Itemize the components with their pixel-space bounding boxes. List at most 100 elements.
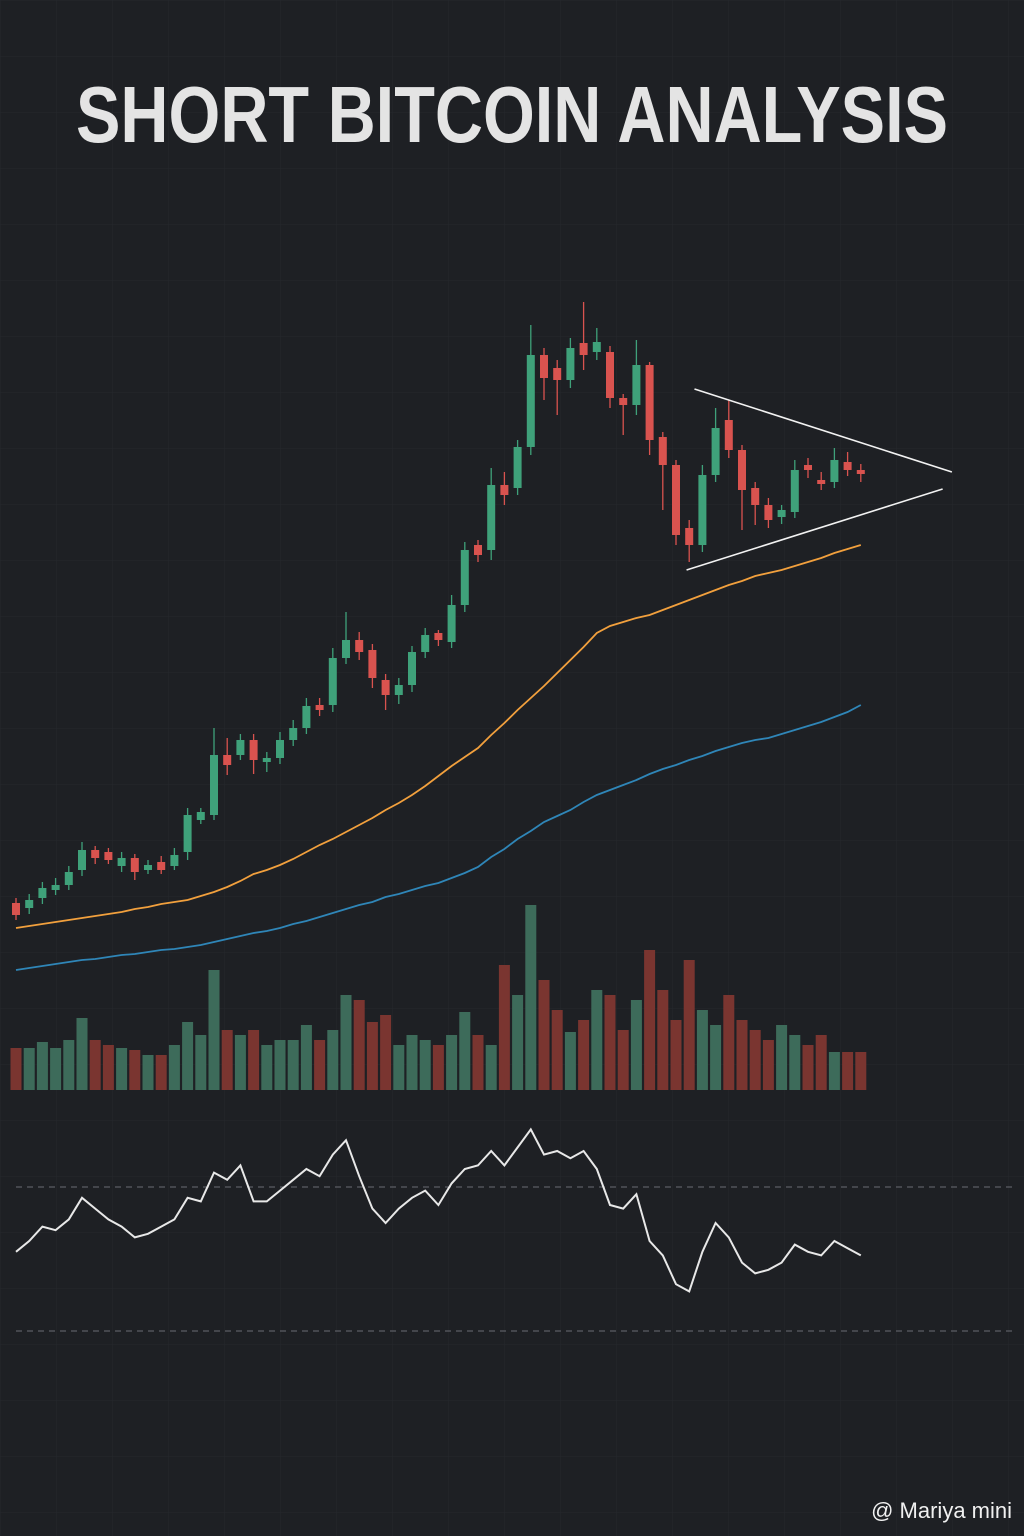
- candle-body: [843, 462, 852, 470]
- candle-body: [421, 635, 430, 652]
- volume-bar: [168, 1045, 180, 1090]
- candle-body: [645, 365, 654, 440]
- candle-body: [210, 755, 218, 815]
- volume-bar: [50, 1048, 62, 1090]
- volume-bar: [208, 970, 220, 1090]
- volume-bar: [591, 990, 603, 1090]
- volume-bar: [736, 1020, 748, 1090]
- volume-bar: [723, 995, 735, 1090]
- candle-body: [91, 850, 100, 858]
- candle-body: [474, 545, 482, 555]
- volume-bar: [23, 1048, 35, 1090]
- candle-body: [777, 510, 786, 517]
- candle-body: [711, 428, 720, 475]
- candle-body: [130, 858, 139, 872]
- candle-body: [606, 352, 614, 398]
- moving-average-line: [15, 544, 862, 929]
- volume-bar: [512, 995, 524, 1090]
- volume-bar: [842, 1052, 854, 1090]
- volume-bar: [89, 1040, 101, 1090]
- candle-body: [289, 728, 298, 740]
- candle-body: [672, 465, 680, 535]
- volume-bar: [195, 1035, 207, 1090]
- candle-body: [315, 705, 324, 710]
- candle-body: [738, 450, 746, 490]
- candle-body: [117, 858, 126, 866]
- volume-bar: [274, 1040, 286, 1090]
- volume-bar: [525, 905, 537, 1090]
- volume-bar: [393, 1045, 405, 1090]
- volume-bar: [234, 1035, 246, 1090]
- volume-bar: [63, 1040, 75, 1090]
- candle-body: [381, 680, 390, 695]
- candle-body: [183, 815, 192, 852]
- volume-bar: [498, 965, 510, 1090]
- volume-bar: [749, 1030, 761, 1090]
- trendline: [694, 388, 953, 473]
- volume-bar: [129, 1050, 141, 1090]
- volume-bar: [76, 1018, 88, 1090]
- trendline: [686, 488, 943, 571]
- candle-body: [817, 480, 826, 484]
- candle-body: [342, 640, 350, 658]
- candle-body: [236, 740, 245, 755]
- volume-bar: [644, 950, 656, 1090]
- volume-bar: [300, 1025, 312, 1090]
- volume-bar: [353, 1000, 365, 1090]
- candle-body: [104, 852, 113, 860]
- volume-bar: [221, 1030, 233, 1090]
- volume-bar: [380, 1015, 392, 1090]
- volume-bar: [855, 1052, 867, 1090]
- candle-body: [25, 900, 34, 908]
- rsi-line: [15, 1127, 862, 1293]
- volume-bar: [314, 1040, 326, 1090]
- candle-body: [12, 903, 20, 915]
- candle-body: [790, 470, 799, 512]
- candle-body: [685, 528, 694, 545]
- volume-bar: [538, 980, 550, 1090]
- candle-body: [632, 365, 641, 405]
- volume-bar: [459, 1012, 471, 1090]
- volume-bar: [802, 1045, 814, 1090]
- candle-body: [64, 872, 73, 885]
- candle-body: [619, 398, 628, 405]
- candle-body: [804, 465, 812, 470]
- candle-body: [487, 485, 496, 550]
- volume-bar: [789, 1035, 801, 1090]
- volume-bar: [432, 1045, 444, 1090]
- volume-bar: [551, 1010, 563, 1090]
- candle-body: [38, 888, 47, 898]
- volume-bar: [815, 1035, 827, 1090]
- volume-bar: [604, 995, 616, 1090]
- volume-bar: [248, 1030, 260, 1090]
- candle-body: [592, 342, 601, 352]
- candle-body: [658, 437, 667, 465]
- candle-body: [196, 812, 205, 820]
- candle-body: [328, 658, 337, 705]
- volume-bar: [683, 960, 695, 1090]
- chart-title: SHORT BITCOIN ANALYSIS: [76, 70, 948, 159]
- volume-bar: [485, 1045, 497, 1090]
- candle-body: [751, 488, 760, 505]
- candle-body: [302, 706, 311, 728]
- volume-bar: [762, 1040, 774, 1090]
- candle-body: [144, 865, 152, 870]
- candle-body: [51, 885, 60, 890]
- volume-bar: [446, 1035, 458, 1090]
- volume-bar: [670, 1020, 682, 1090]
- candle-body: [526, 355, 535, 447]
- volume-bar: [287, 1040, 299, 1090]
- volume-bar: [472, 1035, 484, 1090]
- candle-body: [157, 862, 166, 870]
- candle-body: [447, 605, 456, 642]
- candle-body: [262, 758, 271, 762]
- volume-bar: [776, 1025, 788, 1090]
- volume-bar: [102, 1045, 114, 1090]
- volume-bar: [340, 995, 352, 1090]
- candle-body: [830, 460, 839, 482]
- candle-body: [724, 420, 733, 450]
- moving-average-line: [15, 704, 862, 971]
- candle-body: [368, 650, 377, 678]
